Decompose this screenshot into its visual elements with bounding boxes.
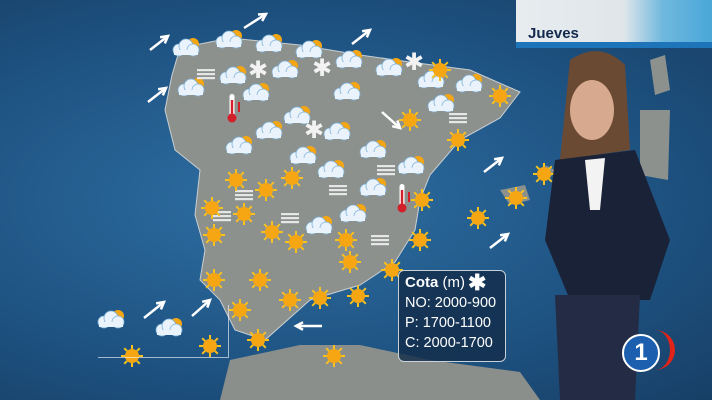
wind-arrow-icon <box>149 34 171 51</box>
fog-icon <box>377 165 395 176</box>
snow-icon: ✱ <box>304 116 324 144</box>
snow-icon: ✱ <box>404 48 424 76</box>
cloud-sun-icon <box>215 30 243 49</box>
day-panel <box>516 0 712 48</box>
snow-level-row: C: 2000-1700 <box>405 335 493 351</box>
sun-icon <box>429 59 451 81</box>
cloud-sun-icon <box>427 94 455 113</box>
wind-arrow-icon <box>143 300 167 319</box>
sun-icon <box>225 169 247 191</box>
sun-icon <box>447 129 469 151</box>
sun-icon <box>121 345 143 367</box>
sun-icon <box>323 345 345 367</box>
wind-arrow-icon <box>351 28 373 45</box>
wind-arrow-icon <box>191 298 212 317</box>
cloud-sun-icon <box>339 204 367 223</box>
cloud-sun-icon <box>255 34 283 53</box>
sun-icon <box>285 231 307 253</box>
channel-logo: 1 <box>622 334 660 372</box>
sun-icon <box>533 163 555 185</box>
wind-arrow-icon <box>243 12 269 30</box>
snow-icon: ✱ <box>248 56 268 84</box>
thermometer-down-icon <box>227 94 240 123</box>
snow-icon: ✱ <box>312 54 332 82</box>
north-africa-land <box>220 345 540 400</box>
wind-arrow-icon <box>489 232 511 249</box>
cloud-sun-icon <box>289 146 317 165</box>
cloud-sun-icon <box>255 121 283 140</box>
sun-icon <box>399 109 421 131</box>
fog-icon <box>449 113 467 124</box>
cloud-sun-icon <box>177 78 205 97</box>
cloud-sun-icon <box>271 60 299 79</box>
corsica-sardinia <box>640 55 670 180</box>
wind-arrow-icon <box>381 111 402 130</box>
cloud-sun-icon <box>305 216 333 235</box>
cloud-sun-icon <box>455 74 483 93</box>
snow-level-box: Cota (m) ✱ NO: 2000-900 P: 1700-1100 C: 2… <box>398 270 506 362</box>
sun-icon <box>279 289 301 311</box>
presenter <box>545 51 670 400</box>
snowflake-icon: ✱ <box>468 270 487 295</box>
fog-icon <box>281 213 299 224</box>
sun-icon <box>505 187 527 209</box>
snow-level-title: Cota (m) ✱ <box>405 270 499 295</box>
sun-icon <box>203 269 225 291</box>
cloud-sun-icon <box>172 38 200 57</box>
sun-icon <box>199 335 221 357</box>
sun-icon <box>467 207 489 229</box>
cloud-sun-icon <box>242 83 270 102</box>
wind-arrow-icon <box>483 156 505 173</box>
day-panel-strip <box>516 42 712 48</box>
cloud-sun-icon <box>219 66 247 85</box>
cloud-sun-icon <box>323 122 351 141</box>
fog-icon <box>235 190 253 201</box>
cloud-sun-icon <box>375 58 403 77</box>
sun-icon <box>247 329 269 351</box>
fog-icon <box>213 211 231 222</box>
sun-icon <box>489 85 511 107</box>
snow-level-unit: (m) <box>442 274 466 291</box>
sun-icon <box>409 229 431 251</box>
day-label: Jueves <box>528 25 579 42</box>
snow-level-row: NO: 2000-900 <box>405 295 497 311</box>
logo-swoosh <box>650 330 675 370</box>
cloud-sun-icon <box>359 178 387 197</box>
sun-icon <box>309 287 331 309</box>
canary-islands-inset <box>98 305 229 358</box>
snow-level-row: P: 1700-1100 <box>405 315 491 331</box>
sun-icon <box>281 167 303 189</box>
cloud-sun-icon <box>397 156 425 175</box>
wind-arrow-icon <box>147 86 169 103</box>
snow-level-title-text: Cota <box>405 274 439 291</box>
sun-icon <box>335 229 357 251</box>
cloud-sun-icon <box>225 136 253 155</box>
sun-icon <box>229 299 251 321</box>
thermometer-up-icon <box>397 184 410 213</box>
cloud-sun-icon <box>295 40 323 59</box>
cloud-sun-icon <box>333 82 361 101</box>
cloud-sun-icon <box>335 50 363 69</box>
cloud-sun-icon <box>283 106 311 125</box>
fog-icon <box>197 69 215 80</box>
cloud-sun-icon <box>97 310 125 329</box>
sun-icon <box>347 285 369 307</box>
sun-icon <box>233 203 255 225</box>
sun-icon <box>339 251 361 273</box>
sun-icon <box>255 179 277 201</box>
sun-icon <box>261 221 283 243</box>
sun-icon <box>201 197 223 219</box>
wind-arrow-icon <box>293 321 322 331</box>
sun-icon <box>249 269 271 291</box>
cloud-sun-icon <box>155 318 183 337</box>
cloud-sun-icon <box>317 160 345 179</box>
fog-icon <box>329 185 347 196</box>
sun-icon <box>411 189 433 211</box>
sun-icon <box>203 224 225 246</box>
fog-icon <box>371 235 389 246</box>
cloud-sun-icon <box>359 140 387 159</box>
